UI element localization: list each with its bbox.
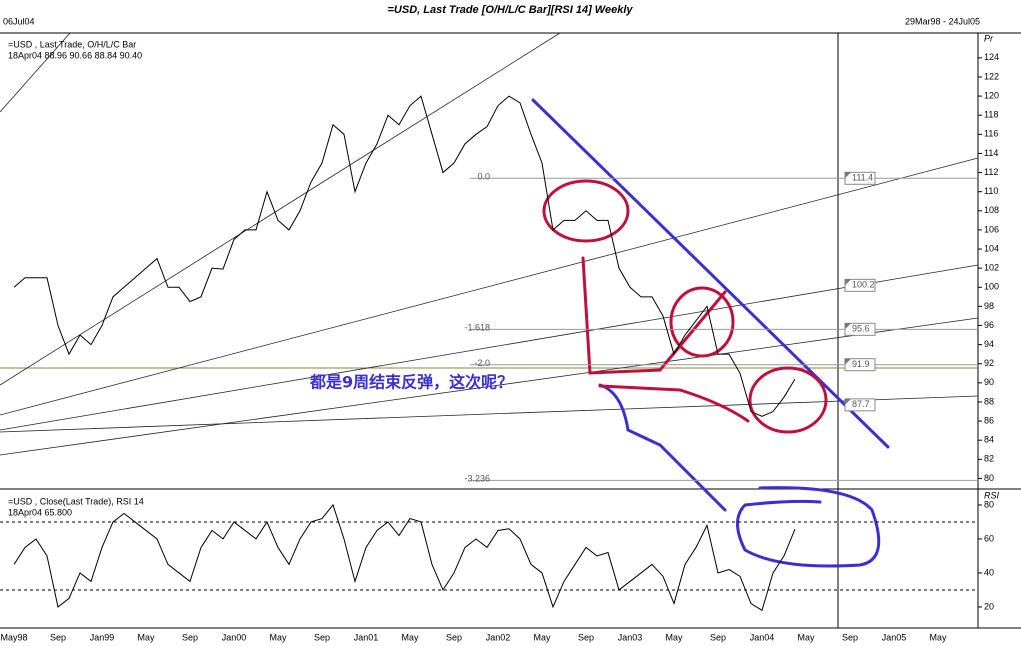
annotation: 都是9周结束反弹，这次呢？	[309, 373, 513, 392]
trendlines	[0, 32, 979, 456]
y-tick-label: 122	[984, 71, 999, 81]
x-tick-label: Jan99	[90, 632, 115, 642]
x-tick-label: May	[797, 632, 815, 642]
flag-arrow	[845, 279, 851, 286]
red-stroke	[598, 384, 750, 423]
x-tick-label: Sep	[182, 632, 198, 642]
legend-entry: =USD , Last Trade, O/H/L/C Bar	[8, 39, 136, 49]
y-tick-label: 86	[984, 415, 994, 425]
blue-ellipse	[736, 486, 881, 568]
flag-label: 111.4	[852, 173, 873, 183]
x-tick-label: Sep	[578, 632, 594, 642]
flag-label: 95.6	[852, 324, 870, 334]
x-tick-label: Sep	[314, 632, 330, 642]
x-tick-label: Jan04	[750, 632, 775, 642]
y-tick-label: 110	[984, 186, 998, 196]
range-label: 29Mar98 - 24Jul05	[905, 16, 980, 26]
legend-detail: 18Apr04 88.96 90.66 88.84 90.40	[8, 50, 142, 60]
y-tick-label: 118	[984, 110, 998, 120]
x-tick-label: Jan00	[222, 632, 247, 642]
x-tick-label: May	[401, 632, 419, 642]
y-tick-label: 92	[984, 358, 994, 368]
trendline	[0, 395, 979, 433]
fib-label: -1.618	[464, 323, 490, 333]
trendline	[0, 317, 979, 456]
y-tick-label: 90	[984, 377, 994, 387]
y-tick-label: 112	[984, 167, 998, 177]
y-tick-label: 80	[984, 499, 994, 509]
x-tick-label: Jan03	[618, 632, 643, 642]
flag-label: 87.7	[852, 399, 870, 409]
trendline	[0, 32, 71, 113]
y-tick-label: 20	[984, 601, 994, 611]
x-tick-label: Jan01	[354, 632, 379, 642]
flag-label: 91.9	[852, 359, 870, 369]
legend-entry: =USD , Close(Last Trade), RSI 14	[8, 496, 144, 506]
y-tick-label: 88	[984, 396, 994, 406]
y-tick-label: 82	[984, 454, 994, 464]
x-tick-label: Sep	[446, 632, 462, 642]
y-tick-label: 96	[984, 320, 994, 330]
x-tick-label: May	[269, 632, 287, 642]
x-tick-label: May	[533, 632, 551, 642]
flag-arrow	[845, 398, 851, 405]
x-tick-label: May98	[0, 632, 27, 642]
series-line	[13, 503, 796, 612]
legend-detail: 18Apr04 65.800	[8, 507, 72, 517]
y-tick-label: 102	[984, 263, 999, 273]
y-axis-label: RSI	[984, 490, 1000, 500]
red-stroke	[581, 256, 727, 375]
series-line	[13, 95, 796, 417]
red-circle	[542, 179, 630, 243]
y-tick-label: 120	[984, 90, 999, 100]
trendline	[0, 157, 979, 416]
fib-label: -3.236	[464, 474, 490, 484]
x-tick-label: May	[137, 632, 155, 642]
date-label: 06Jul04	[3, 16, 35, 26]
trendline	[0, 264, 979, 431]
y-tick-label: 84	[984, 435, 994, 445]
hand-drawing	[531, 98, 890, 568]
y-tick-label: 108	[984, 205, 999, 215]
y-tick-label: 114	[984, 148, 998, 158]
y-tick-label: 80	[984, 473, 994, 483]
x-tick-label: Sep	[710, 632, 726, 642]
x-tick-label: Sep	[50, 632, 66, 642]
y-tick-label: 98	[984, 301, 994, 311]
flag-label: 100.2	[852, 280, 875, 290]
y-tick-label: 104	[984, 243, 999, 253]
fib-label: -2.0	[474, 358, 490, 368]
red-circle	[748, 366, 828, 434]
y-axis-label: Pr	[984, 33, 994, 43]
y-tick-label: 94	[984, 339, 994, 349]
blue-line	[531, 98, 890, 449]
y-tick-label: 100	[984, 282, 999, 292]
x-tick-label: May	[929, 632, 947, 642]
y-tick-label: 40	[984, 567, 994, 577]
red-circle	[669, 286, 735, 358]
y-tick-label: 116	[984, 129, 998, 139]
x-tick-label: May	[665, 632, 683, 642]
y-tick-label: 60	[984, 533, 994, 543]
flag-arrow	[845, 323, 851, 330]
x-tick-label: Jan05	[882, 632, 907, 642]
y-tick-label: 106	[984, 224, 999, 234]
fib-label: 0.0	[477, 172, 490, 182]
flag-arrow	[845, 172, 851, 179]
x-tick-label: Jan02	[486, 632, 511, 642]
trendline	[0, 32, 561, 386]
y-tick-label: 124	[984, 52, 999, 62]
chart-title: =USD, Last Trade [O/H/L/C Bar][RSI 14] W…	[387, 4, 633, 16]
x-tick-label: Sep	[842, 632, 858, 642]
flag-arrow	[845, 358, 851, 365]
